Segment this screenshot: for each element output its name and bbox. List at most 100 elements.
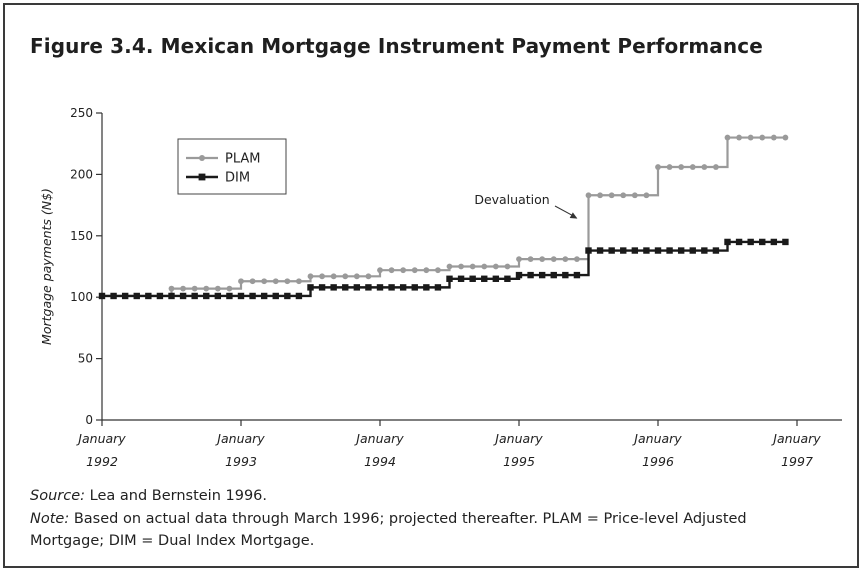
- point-plam: [516, 256, 522, 263]
- y-tick-label: 250: [70, 106, 93, 120]
- point-plam: [446, 263, 453, 270]
- point-dim: [492, 275, 500, 282]
- point-plam: [214, 285, 221, 292]
- point-plam: [261, 278, 268, 285]
- note-label: Note:: [30, 511, 70, 527]
- point-plam: [655, 164, 661, 170]
- point-plam: [562, 256, 569, 263]
- point-dim: [538, 271, 546, 279]
- point-dim: [504, 275, 511, 282]
- point-dim: [133, 292, 140, 300]
- point-dim: [284, 292, 291, 300]
- point-dim: [307, 284, 314, 291]
- point-dim: [168, 292, 175, 300]
- legend-marker-dim: [198, 173, 206, 181]
- point-plam: [527, 256, 534, 263]
- point-dim: [631, 247, 639, 254]
- point-plam: [585, 192, 592, 199]
- chart-series: [98, 134, 789, 300]
- point-plam: [701, 164, 708, 170]
- point-dim: [237, 292, 245, 300]
- point-plam: [180, 285, 186, 292]
- point-plam: [666, 164, 673, 170]
- point-plam: [400, 267, 407, 274]
- figure-title: Figure 3.4. Mexican Mortgage Instrument …: [30, 34, 763, 58]
- point-dim: [191, 292, 198, 300]
- point-dim: [747, 238, 754, 246]
- y-tick-label: 200: [70, 167, 93, 181]
- point-dim: [735, 238, 743, 246]
- point-dim: [515, 271, 523, 279]
- x-tick-label-month: January: [492, 431, 543, 446]
- point-dim: [596, 247, 604, 254]
- point-dim: [423, 284, 430, 291]
- point-dim: [573, 271, 581, 279]
- point-dim: [203, 292, 210, 300]
- point-plam: [747, 134, 754, 141]
- point-dim: [620, 247, 627, 254]
- point-dim: [434, 284, 442, 291]
- point-plam: [284, 278, 291, 285]
- point-plam: [411, 267, 418, 274]
- note-text-2: Mortgage; DIM = Dual Index Mortgage.: [30, 533, 315, 549]
- point-dim: [666, 247, 673, 254]
- x-tick-label-year: 1995: [503, 454, 535, 469]
- point-dim: [562, 271, 569, 279]
- point-dim: [365, 284, 372, 291]
- x-tick-label-month: January: [75, 431, 126, 446]
- annotation-arrow-head: [569, 212, 578, 219]
- x-tick-label-month: January: [214, 431, 265, 446]
- point-plam: [643, 192, 650, 199]
- series-plam: [99, 134, 789, 299]
- point-plam: [365, 273, 372, 280]
- source-text: Lea and Bernstein 1996.: [85, 488, 268, 504]
- point-dim: [689, 247, 696, 254]
- note-text-1: Based on actual data through March 1996;…: [69, 511, 747, 527]
- point-plam: [481, 263, 488, 270]
- chart-axes: 0 50 100 150 200 250 January 1992 January 1993 Jan…: [39, 106, 842, 469]
- point-plam: [770, 134, 777, 141]
- x-tick-label-month: January: [770, 431, 821, 446]
- point-dim: [399, 284, 407, 291]
- point-dim: [677, 247, 685, 254]
- chart-legend: PLAM DIM: [177, 138, 287, 195]
- point-plam: [238, 278, 244, 285]
- point-dim: [481, 275, 488, 282]
- point-dim: [214, 292, 222, 300]
- y-tick-label: 0: [85, 413, 93, 427]
- point-dim: [701, 247, 708, 254]
- point-dim: [226, 292, 233, 300]
- figure-frame: [3, 3, 859, 568]
- y-axis-title: Mortgage payments (N$): [39, 188, 54, 345]
- point-dim: [145, 292, 152, 300]
- y-tick-label: 50: [78, 352, 93, 366]
- point-plam: [678, 164, 685, 170]
- series-dim: [98, 238, 789, 300]
- point-plam: [689, 164, 696, 170]
- point-plam: [539, 256, 546, 263]
- point-dim: [550, 271, 557, 279]
- point-dim: [654, 247, 662, 254]
- point-dim: [388, 284, 395, 291]
- x-tick-label-month: January: [353, 431, 404, 446]
- point-plam: [226, 285, 233, 292]
- legend-label-plam: PLAM: [225, 152, 261, 167]
- point-dim: [98, 292, 106, 300]
- point-dim: [330, 284, 337, 291]
- note-line-1: Note: Based on actual data through March…: [30, 509, 747, 529]
- point-plam: [435, 267, 441, 274]
- point-dim: [295, 292, 303, 300]
- x-tick-label-year: 1996: [642, 454, 674, 469]
- x-tick-label-year: 1992: [86, 454, 118, 469]
- point-dim: [121, 292, 129, 300]
- point-plam: [782, 134, 789, 141]
- point-plam: [759, 134, 766, 141]
- point-plam: [296, 278, 302, 285]
- point-plam: [724, 134, 731, 141]
- point-plam: [191, 285, 198, 292]
- point-plam: [597, 192, 603, 199]
- x-tick-label-year: 1994: [364, 454, 396, 469]
- point-dim: [260, 292, 268, 300]
- point-plam: [550, 256, 557, 263]
- point-dim: [446, 275, 453, 282]
